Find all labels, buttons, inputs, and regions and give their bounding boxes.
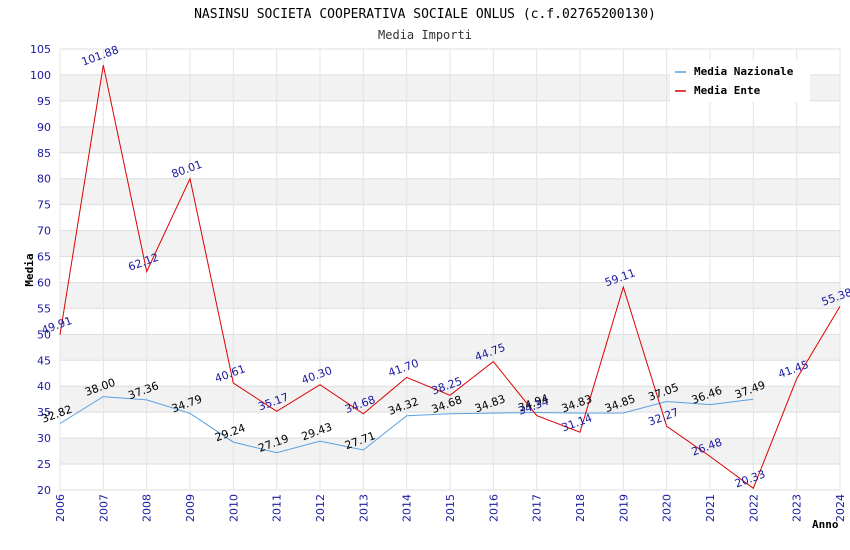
y-tick-label: 85 bbox=[37, 147, 51, 160]
grid-lines bbox=[59, 48, 841, 491]
x-tick-label: 2020 bbox=[661, 494, 674, 522]
y-tick-label: 90 bbox=[37, 121, 51, 134]
y-tick-label: 65 bbox=[37, 251, 51, 264]
x-tick-label: 2023 bbox=[791, 494, 804, 522]
y-tick-label: 100 bbox=[30, 69, 51, 82]
y-tick-label: 60 bbox=[37, 276, 51, 289]
x-tick-label: 2007 bbox=[97, 494, 110, 522]
y-axis-label: Media bbox=[23, 253, 36, 286]
y-tick-label: 40 bbox=[37, 380, 51, 393]
x-tick-label: 2015 bbox=[444, 494, 457, 522]
y-tick-label: 50 bbox=[37, 328, 51, 341]
y-tick-label: 80 bbox=[37, 173, 51, 186]
y-tick-label: 20 bbox=[37, 484, 51, 497]
x-tick-label: 2013 bbox=[357, 494, 370, 522]
y-tick-label: 25 bbox=[37, 458, 51, 471]
chart-subtitle: Media Importi bbox=[378, 28, 472, 42]
x-tick-label: 2024 bbox=[834, 494, 847, 522]
legend-box bbox=[670, 60, 810, 102]
x-tick-label: 2016 bbox=[487, 494, 500, 522]
legend-label-media-ente: Media Ente bbox=[694, 84, 761, 97]
x-tick-label: 2009 bbox=[184, 494, 197, 522]
x-tick-label: 2011 bbox=[271, 494, 284, 522]
y-tick-label: 45 bbox=[37, 354, 51, 367]
y-tick-label: 30 bbox=[37, 432, 51, 445]
x-tick-label: 2008 bbox=[141, 494, 154, 522]
x-tick-label: 2018 bbox=[574, 494, 587, 522]
y-tick-label: 55 bbox=[37, 302, 51, 315]
x-axis-ticks: 2006 2007 2008 2009 2010 2011 2012 2013 2014 2015… bbox=[54, 494, 847, 522]
x-tick-label: 2021 bbox=[704, 494, 717, 522]
x-tick-label: 2006 bbox=[54, 494, 67, 522]
series-lines bbox=[59, 65, 841, 490]
x-tick-label: 2017 bbox=[531, 494, 544, 522]
y-tick-label: 75 bbox=[37, 199, 51, 212]
y-tick-label: 105 bbox=[30, 43, 51, 56]
x-tick-label: 2022 bbox=[747, 494, 760, 522]
y-axis-ticks: 20 25 30 35 40 45 50 55 60 65 70 75 80 85 90 95 100 105 bbox=[30, 43, 51, 497]
x-axis-label: Anno bbox=[812, 518, 839, 531]
series-line-media-ente bbox=[59, 65, 841, 490]
x-tick-label: 2014 bbox=[401, 494, 414, 522]
legend-label-media-nazionale: Media Nazionale bbox=[694, 65, 794, 78]
x-tick-label: 2012 bbox=[314, 494, 327, 522]
y-tick-label: 70 bbox=[37, 225, 51, 238]
x-tick-label: 2019 bbox=[617, 494, 630, 522]
legend: Media Nazionale Media Ente bbox=[670, 60, 810, 102]
series-line-media-nazionale bbox=[59, 396, 754, 454]
y-tick-label: 95 bbox=[37, 95, 51, 108]
y-tick-label: 35 bbox=[37, 406, 51, 419]
chart-title: NASINSU SOCIETA COOPERATIVA SOCIALE ONLU… bbox=[194, 7, 656, 22]
x-tick-label: 2010 bbox=[227, 494, 240, 522]
